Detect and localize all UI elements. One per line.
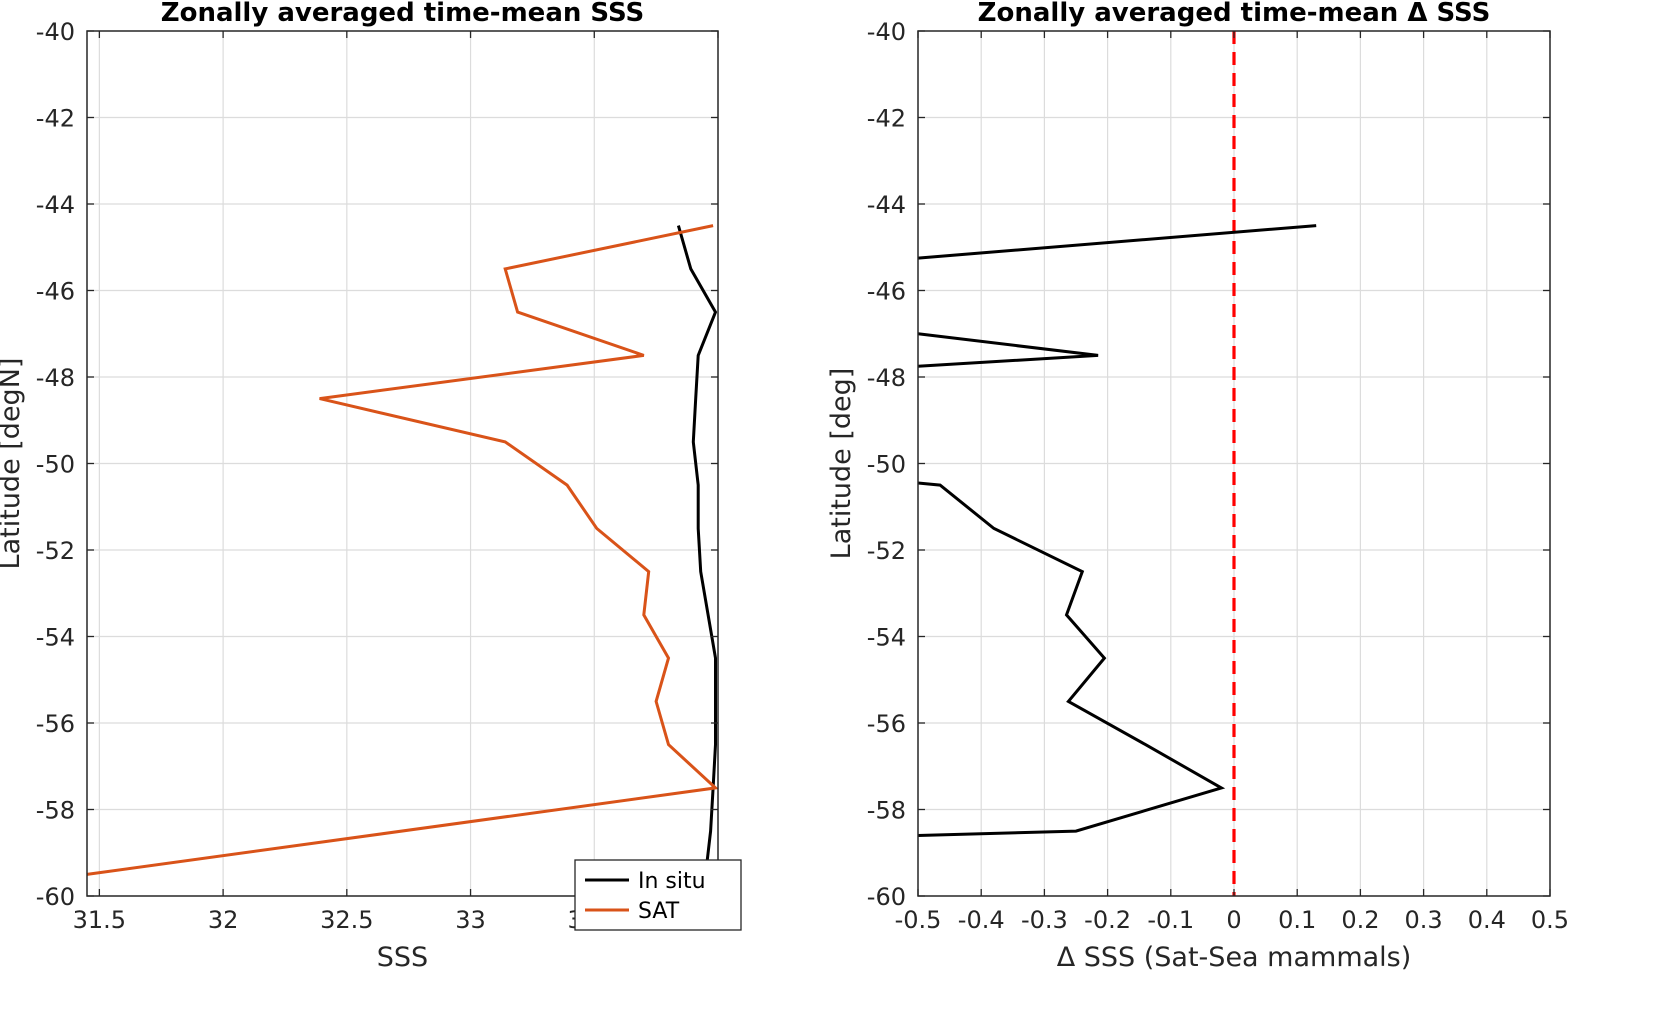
right-y-tick-label: -46: [867, 278, 906, 306]
left-x-axis-label: SSS: [377, 942, 428, 973]
left-y-tick-label: -50: [36, 451, 75, 479]
right-y-tick-label: -52: [867, 537, 906, 565]
left-x-tick-label: 31.5: [73, 906, 126, 934]
left-y-tick-label: -58: [36, 797, 75, 825]
right-x-tick-label: -0.2: [1084, 906, 1131, 934]
left-legend-label: In situ: [638, 869, 706, 894]
right-y-tick-label: -50: [867, 451, 906, 479]
right-y-tick-label: -44: [867, 191, 906, 219]
right-y-tick-label: -56: [867, 710, 906, 738]
right-x-tick-label: 0.5: [1531, 906, 1569, 934]
left-x-tick-label: 33: [455, 906, 486, 934]
left-y-tick-label: -48: [36, 364, 75, 392]
right-y-tick-label: -48: [867, 364, 906, 392]
right-series-segment-2-line: [917, 332, 1099, 368]
left-y-axis-label: Latitude [degN]: [0, 358, 26, 570]
left-legend-box: [574, 859, 742, 931]
right-x-tick-label: 0: [1226, 906, 1241, 934]
right-y-tick-label: -42: [867, 105, 906, 133]
left-series-sat-line: [86, 224, 719, 876]
right-y-tick-label: -60: [867, 883, 906, 911]
right-series-segment-3-line: [917, 481, 1226, 837]
right-x-tick-label: 0.2: [1341, 906, 1379, 934]
left-y-tick-label: -52: [36, 537, 75, 565]
left-y-tick-label: -40: [36, 18, 75, 46]
left-y-tick-label: -54: [36, 624, 75, 652]
left-chart-title: Zonally averaged time-mean SSS: [161, 0, 645, 28]
right-x-tick-label: 0.3: [1405, 906, 1443, 934]
left-y-tick-label: -56: [36, 710, 75, 738]
right-x-tick-label: -0.5: [895, 906, 942, 934]
left-x-tick-label: 32.5: [320, 906, 373, 934]
right-x-axis-label: Δ SSS (Sat-Sea mammals): [1057, 942, 1412, 973]
left-series-in-situ-line: [676, 225, 718, 875]
right-x-tick-label: -0.3: [1021, 906, 1068, 934]
right-chart-title: Zonally averaged time-mean Δ SSS: [978, 0, 1491, 28]
left-legend-label: SAT: [638, 899, 680, 924]
right-x-tick-label: -0.1: [1147, 906, 1194, 934]
right-x-tick-label: 0.1: [1278, 906, 1316, 934]
right-x-tick-label: -0.4: [958, 906, 1005, 934]
right-y-tick-label: -40: [867, 18, 906, 46]
left-y-tick-label: -44: [36, 191, 75, 219]
right-y-tick-label: -58: [867, 797, 906, 825]
right-y-axis-label: Latitude [deg]: [826, 368, 857, 560]
right-y-tick-label: -54: [867, 624, 906, 652]
left-y-tick-label: -46: [36, 278, 75, 306]
right-series-segment-1-line: [917, 224, 1317, 260]
left-y-tick-label: -42: [36, 105, 75, 133]
right-x-tick-label: 0.4: [1468, 906, 1506, 934]
left-y-tick-label: -60: [36, 883, 75, 911]
left-x-tick-label: 32: [208, 906, 239, 934]
